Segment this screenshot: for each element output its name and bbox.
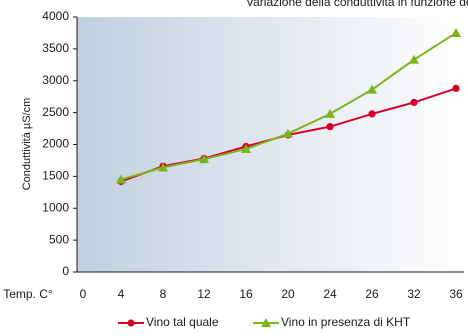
legend-swatch-marker xyxy=(261,318,271,327)
series-2-point xyxy=(241,143,251,153)
x-axis-ticks: 0 4 8 12 16 20 24 26 32 36 xyxy=(80,287,463,301)
x-tick-label: 26 xyxy=(365,287,379,301)
y-tick-label: 4000 xyxy=(42,9,69,23)
y-tick-label: 2000 xyxy=(42,137,69,151)
x-tick-label: 0 xyxy=(80,287,87,301)
series-2-point xyxy=(451,27,461,37)
y-axis-ticks: 0 500 1000 1500 2000 2500 3000 3500 4000 xyxy=(42,9,77,278)
legend-label: Vino tal quale xyxy=(146,315,219,329)
x-tick-label: 4 xyxy=(118,287,125,301)
x-tick-label: 32 xyxy=(407,287,421,301)
y-tick-label: 500 xyxy=(49,232,69,246)
x-axis-title: Temp. C° xyxy=(3,287,53,301)
legend: Vino tal quale Vino in presenza di KHT xyxy=(118,315,411,329)
series-2-point xyxy=(283,128,293,138)
y-tick-label: 3500 xyxy=(42,41,69,55)
y-tick-label: 0 xyxy=(62,264,69,278)
y-tick-label: 3000 xyxy=(42,73,69,87)
legend-swatch-marker xyxy=(127,319,135,327)
chart-title: Variazione della conduttività in funzion… xyxy=(246,0,468,9)
x-tick-label: 36 xyxy=(449,287,463,301)
y-axis-title: Conduttività µS/cm xyxy=(21,98,33,191)
x-tick-label: 20 xyxy=(281,287,295,301)
series-1-point xyxy=(368,110,376,118)
y-tick-label: 1500 xyxy=(42,169,69,183)
x-tick-label: 16 xyxy=(239,287,253,301)
series-1-point xyxy=(410,98,418,107)
series-layer xyxy=(116,27,461,186)
x-tick-label: 12 xyxy=(197,287,211,301)
series-2-point xyxy=(367,84,377,94)
plot-area xyxy=(77,17,464,272)
series-2-point xyxy=(199,154,209,164)
series-1-point xyxy=(452,84,460,92)
series-2-point xyxy=(325,108,335,118)
x-tick-label: 8 xyxy=(160,287,167,301)
legend-label: Vino in presenza di KHT xyxy=(281,315,411,329)
series-1-point xyxy=(326,123,334,131)
x-tick-label: 24 xyxy=(323,287,337,301)
y-tick-label: 1000 xyxy=(42,200,69,214)
y-tick-label: 2500 xyxy=(42,105,69,119)
series-2-point xyxy=(409,54,419,64)
series-2-point xyxy=(158,162,168,172)
series-2-point xyxy=(116,174,126,184)
